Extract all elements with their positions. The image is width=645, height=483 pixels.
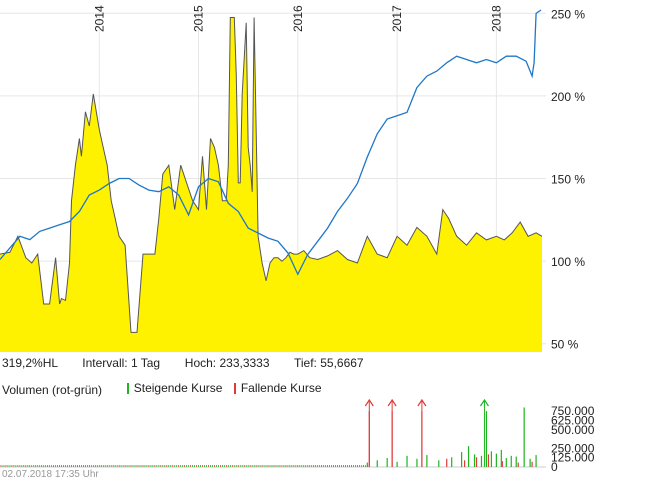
legend-rising: Steigende Kurse bbox=[126, 381, 223, 395]
area-series-line bbox=[0, 17, 543, 333]
volume-tick-label: 500.000 bbox=[551, 423, 595, 437]
area-series-fill bbox=[0, 17, 543, 352]
timestamp: 02.07.2018 17:35 Uhr bbox=[2, 469, 99, 480]
volume-clip-arrow-icon bbox=[364, 398, 374, 407]
volume-tick-label: 625.000 bbox=[551, 413, 595, 427]
legend-falling: Fallende Kurse bbox=[233, 381, 322, 395]
info-bar: 319,2%HL Intervall: 1 Tag Hoch: 233,3333… bbox=[2, 356, 364, 370]
volume-tick-label: 0 bbox=[551, 460, 558, 474]
volume-tick-label: 125.000 bbox=[551, 451, 595, 465]
relative-line-series bbox=[0, 9, 542, 276]
x-tick-label: 2017 bbox=[390, 5, 404, 32]
x-tick-label: 2018 bbox=[489, 5, 503, 32]
hl-value: 319,2%HL bbox=[2, 356, 58, 370]
x-tick-label: 2015 bbox=[192, 5, 206, 32]
volume-tick-label: 250.000 bbox=[551, 441, 595, 455]
y-tick-label: 150 % bbox=[551, 173, 585, 187]
legend-falling-label: Fallende Kurse bbox=[240, 381, 322, 395]
y-tick-label: 250 % bbox=[551, 7, 585, 21]
rising-swatch-icon bbox=[126, 382, 129, 394]
y-tick-label: 50 % bbox=[551, 338, 579, 352]
falling-swatch-icon bbox=[233, 382, 236, 394]
high-value: Hoch: 233,3333 bbox=[184, 356, 270, 370]
y-tick-label: 200 % bbox=[551, 90, 585, 104]
low-value: Tief: 55,6667 bbox=[294, 356, 364, 370]
volume-clip-arrow-icon bbox=[417, 398, 427, 407]
interval-value: Intervall: 1 Tag bbox=[82, 356, 161, 370]
volume-title: Volumen (rot-grün) bbox=[2, 382, 103, 397]
legend-rising-label: Steigende Kurse bbox=[133, 381, 223, 395]
volume-clip-arrow-icon bbox=[479, 398, 489, 407]
x-tick-label: 2016 bbox=[291, 5, 305, 32]
volume-legend: Volumen (rot-grün) Steigende Kurse Falle… bbox=[2, 381, 330, 397]
volume-tick-label: 750.000 bbox=[551, 404, 595, 418]
volume-clip-arrow-icon bbox=[387, 398, 397, 407]
y-tick-label: 100 % bbox=[551, 255, 585, 269]
x-tick-label: 2014 bbox=[92, 5, 106, 32]
